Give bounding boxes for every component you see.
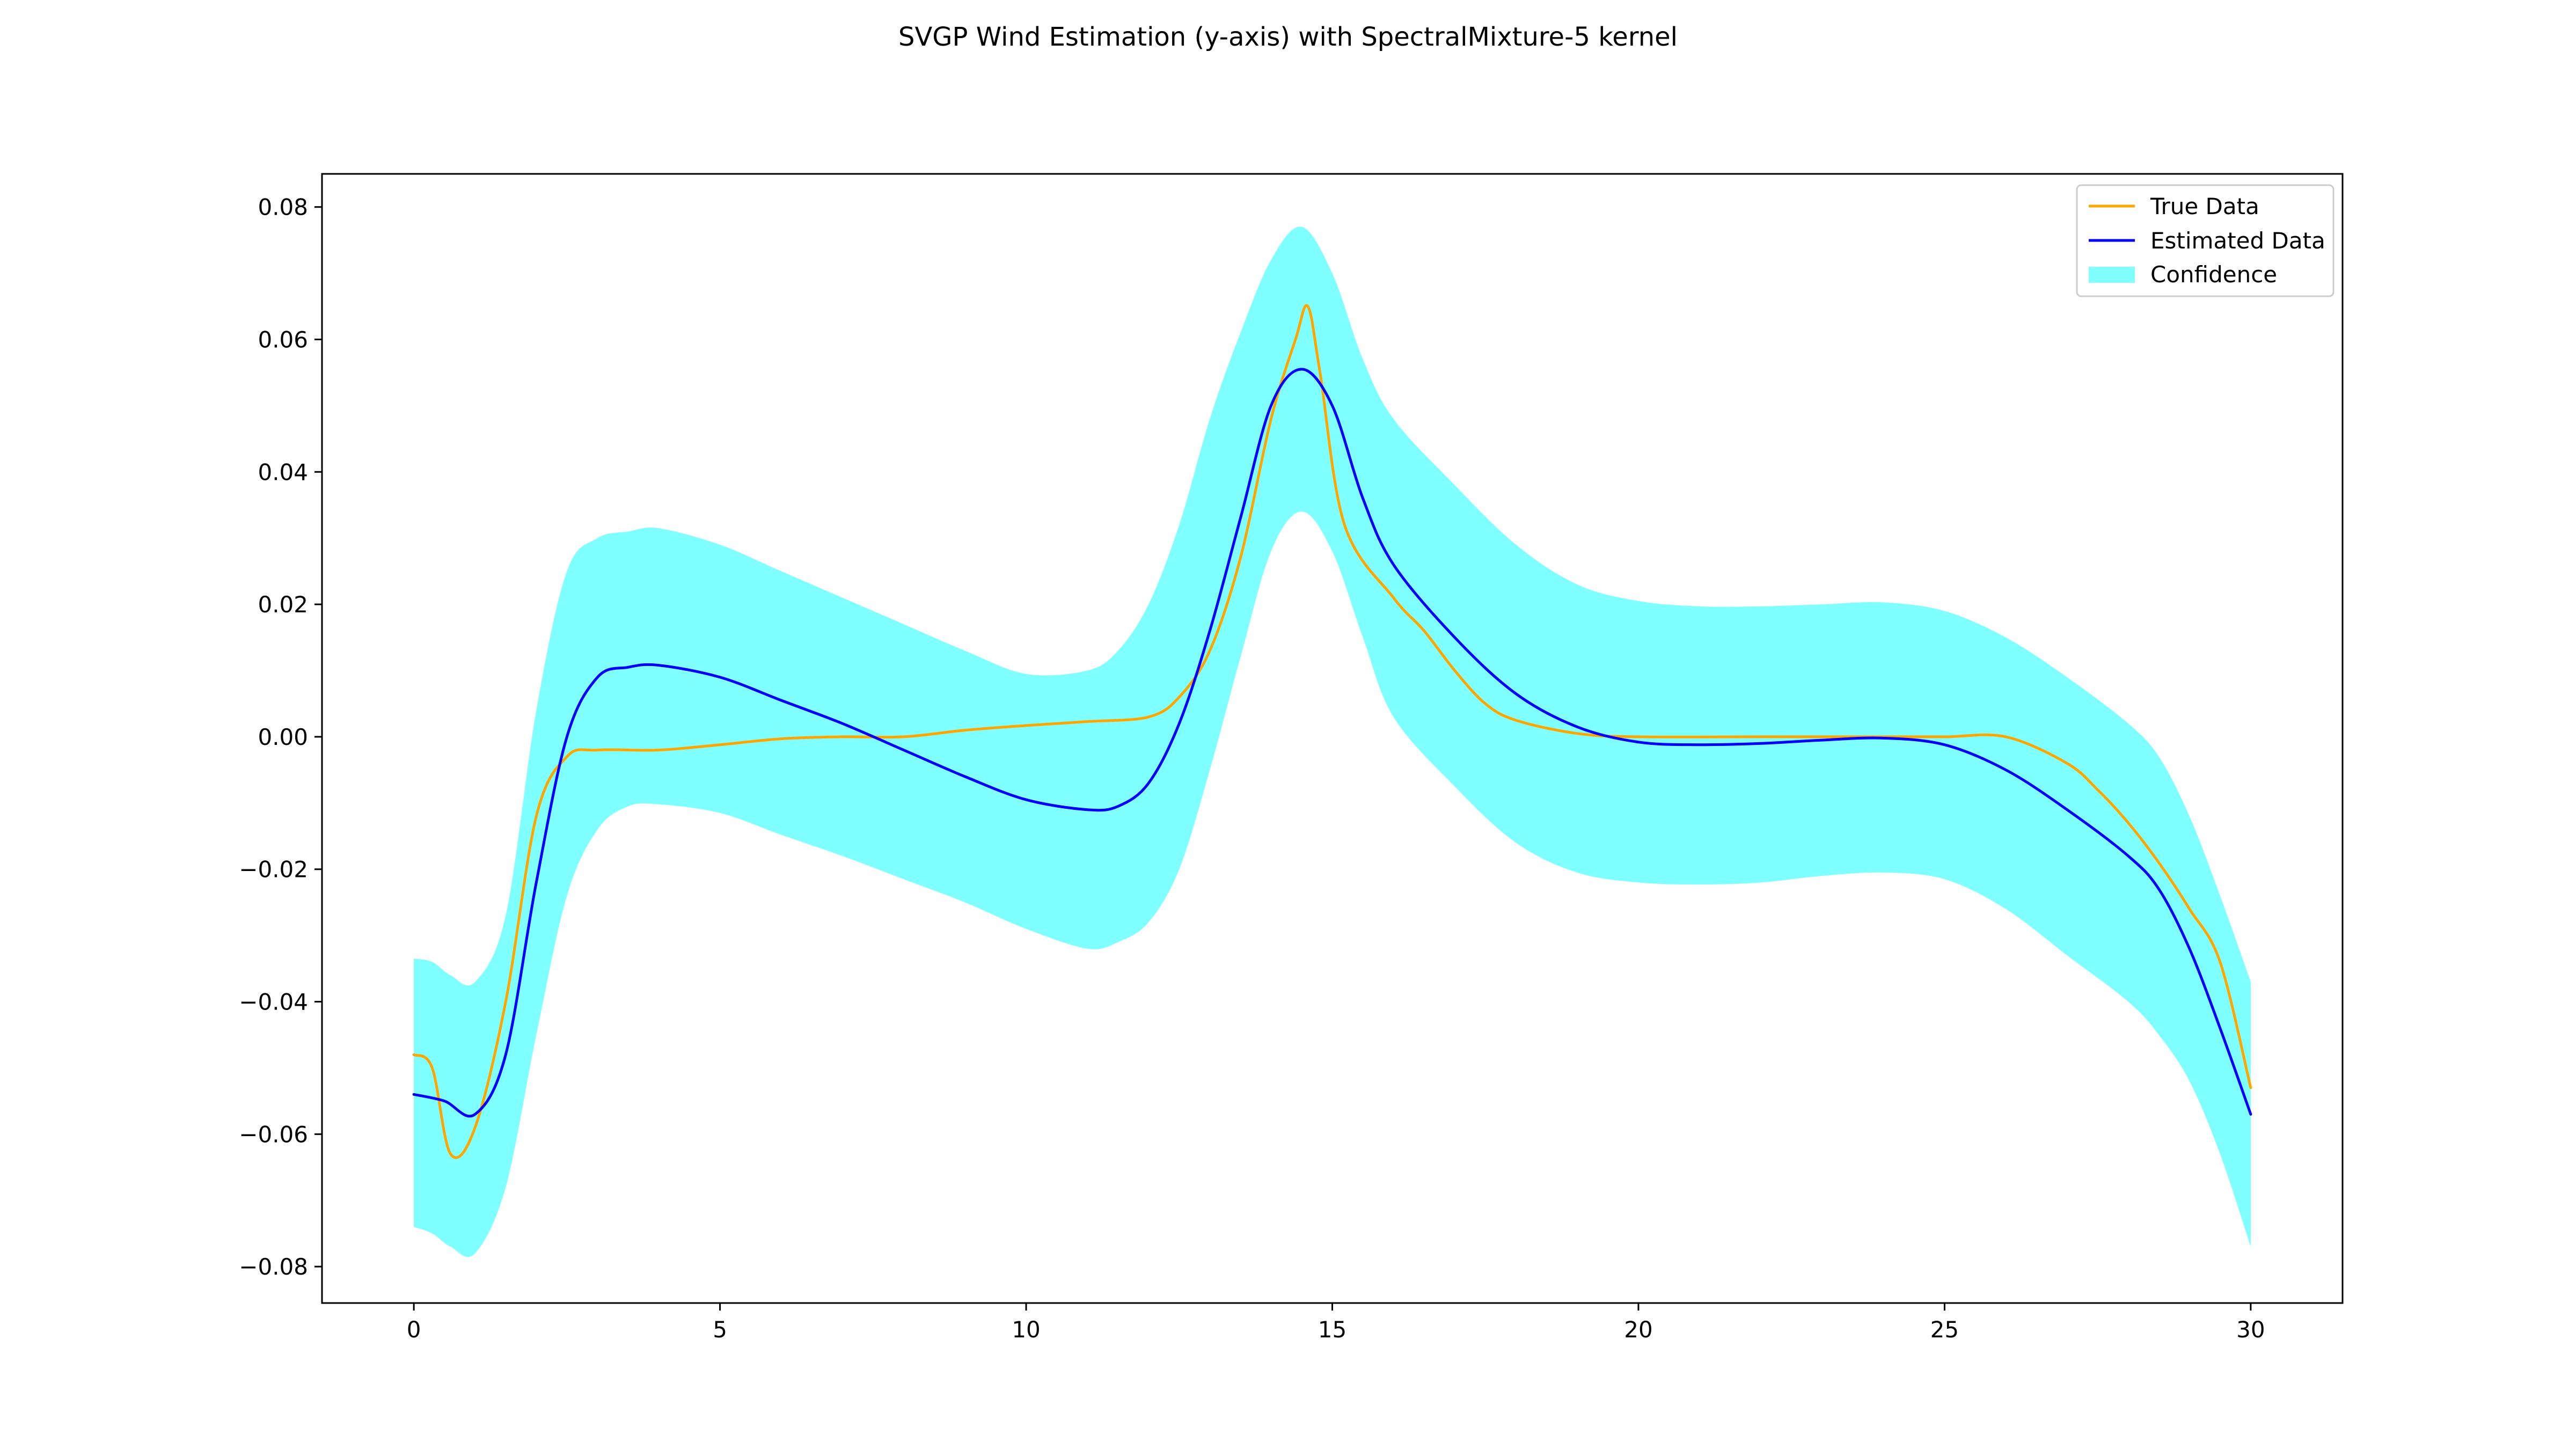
x-tick-label: 0 xyxy=(407,1316,421,1343)
x-tick-label: 20 xyxy=(1624,1316,1652,1343)
legend-label-confidence: Confidence xyxy=(2150,261,2277,288)
x-tick-label: 5 xyxy=(713,1316,727,1343)
y-tick-label: 0.08 xyxy=(258,194,308,221)
y-tick-label: 0.04 xyxy=(258,459,308,485)
x-tick-label: 10 xyxy=(1012,1316,1040,1343)
x-tick-label: 30 xyxy=(2236,1316,2265,1343)
legend: True Data Estimated Data Confidence xyxy=(2076,184,2334,297)
y-tick-label: 0.02 xyxy=(258,591,308,618)
y-tick-label: 0.06 xyxy=(258,327,308,353)
plot-area xyxy=(321,173,2344,1304)
x-tick-label: 15 xyxy=(1318,1316,1346,1343)
x-tick-label: 25 xyxy=(1930,1316,1959,1343)
estimated-data-line xyxy=(412,368,2252,1118)
legend-label-true-data: True Data xyxy=(2150,193,2259,219)
true-data-line xyxy=(412,304,2252,1159)
legend-swatch-confidence xyxy=(2089,267,2135,283)
confidence-band xyxy=(414,226,2251,1257)
y-tick-label: −0.06 xyxy=(239,1121,308,1147)
y-tick-label: −0.08 xyxy=(239,1254,308,1280)
y-tick-label: −0.02 xyxy=(239,857,308,883)
x-axis: 0 5 10 15 20 25 30 xyxy=(407,1303,2265,1343)
legend-frame xyxy=(2076,184,2334,297)
legend-label-estimated-data: Estimated Data xyxy=(2150,228,2325,254)
chart-title: SVGP Wind Estimation (y-axis) with Spect… xyxy=(898,22,1678,52)
y-axis: −0.08 −0.06 −0.04 −0.02 0.00 0.02 0.04 0.06 0.08 xyxy=(239,194,322,1280)
y-tick-label: 0.00 xyxy=(258,724,308,750)
y-tick-label: −0.04 xyxy=(239,989,308,1015)
